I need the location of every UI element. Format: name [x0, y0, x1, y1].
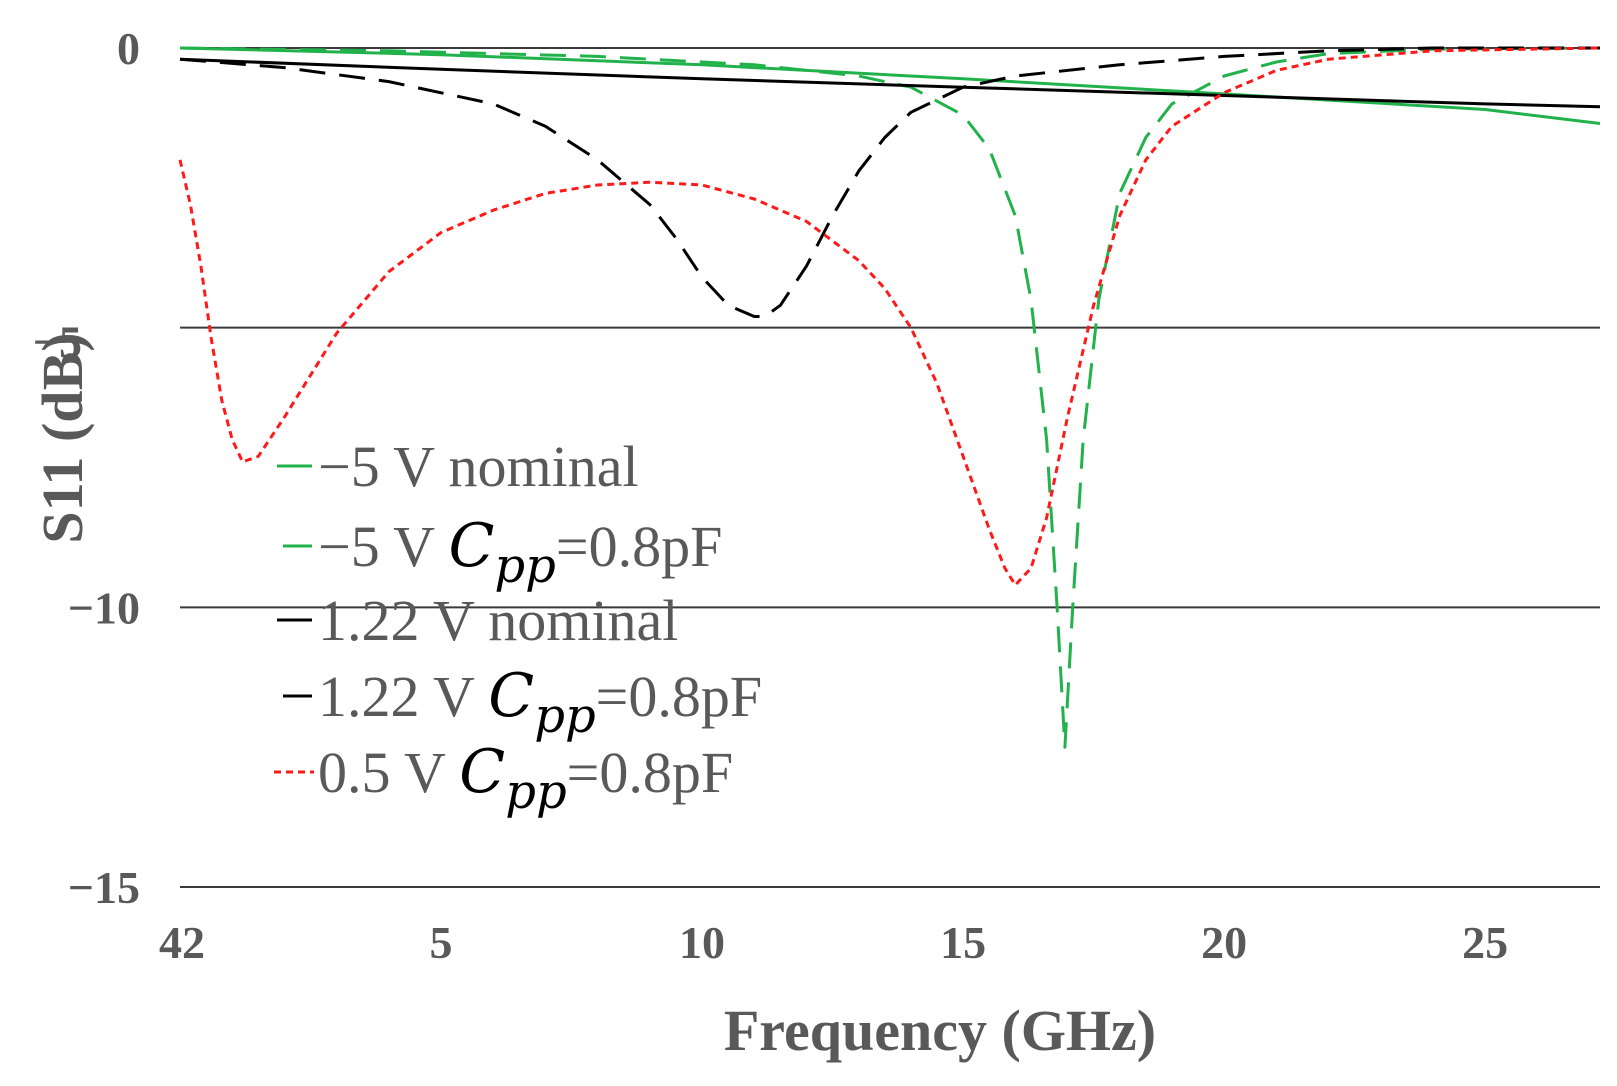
y-tick-label: −5 [33, 317, 82, 368]
series-lines [178, 46, 1601, 749]
x-origin-label: 42 [159, 917, 205, 968]
legend-label: −5 V Cpp=0.8pF [318, 511, 722, 594]
x-tick-label: 25 [1462, 917, 1508, 968]
y-tick-labels: 0 −5 −10 −15 [33, 23, 140, 913]
y-tick-label: −15 [68, 862, 140, 913]
series-line-2 [179, 46, 1601, 749]
gridlines [180, 47, 1600, 888]
x-tick-label: 15 [940, 917, 986, 968]
y-axis-title: S11 (dB) [30, 332, 95, 543]
legend-label: 0.5 V Cpp=0.8pF [318, 737, 733, 820]
legend-label: 1.22 V Cpp=0.8pF [318, 661, 762, 744]
legend-label: −5 V nominal [318, 434, 639, 499]
x-tick-label: 5 [430, 917, 453, 968]
x-tick-label: 20 [1201, 917, 1247, 968]
x-axis-title: Frequency (GHz) [724, 998, 1156, 1063]
series-line-4 [179, 46, 1600, 318]
y-tick-label: −10 [68, 582, 140, 633]
series-line-1 [179, 46, 1601, 125]
x-tick-labels: 5 10 15 20 25 [430, 917, 1509, 968]
series-line-5 [178, 46, 1601, 587]
y-tick-label: 0 [117, 23, 140, 74]
x-tick-label: 10 [679, 917, 725, 968]
legend-label: 1.22 V nominal [318, 588, 678, 653]
